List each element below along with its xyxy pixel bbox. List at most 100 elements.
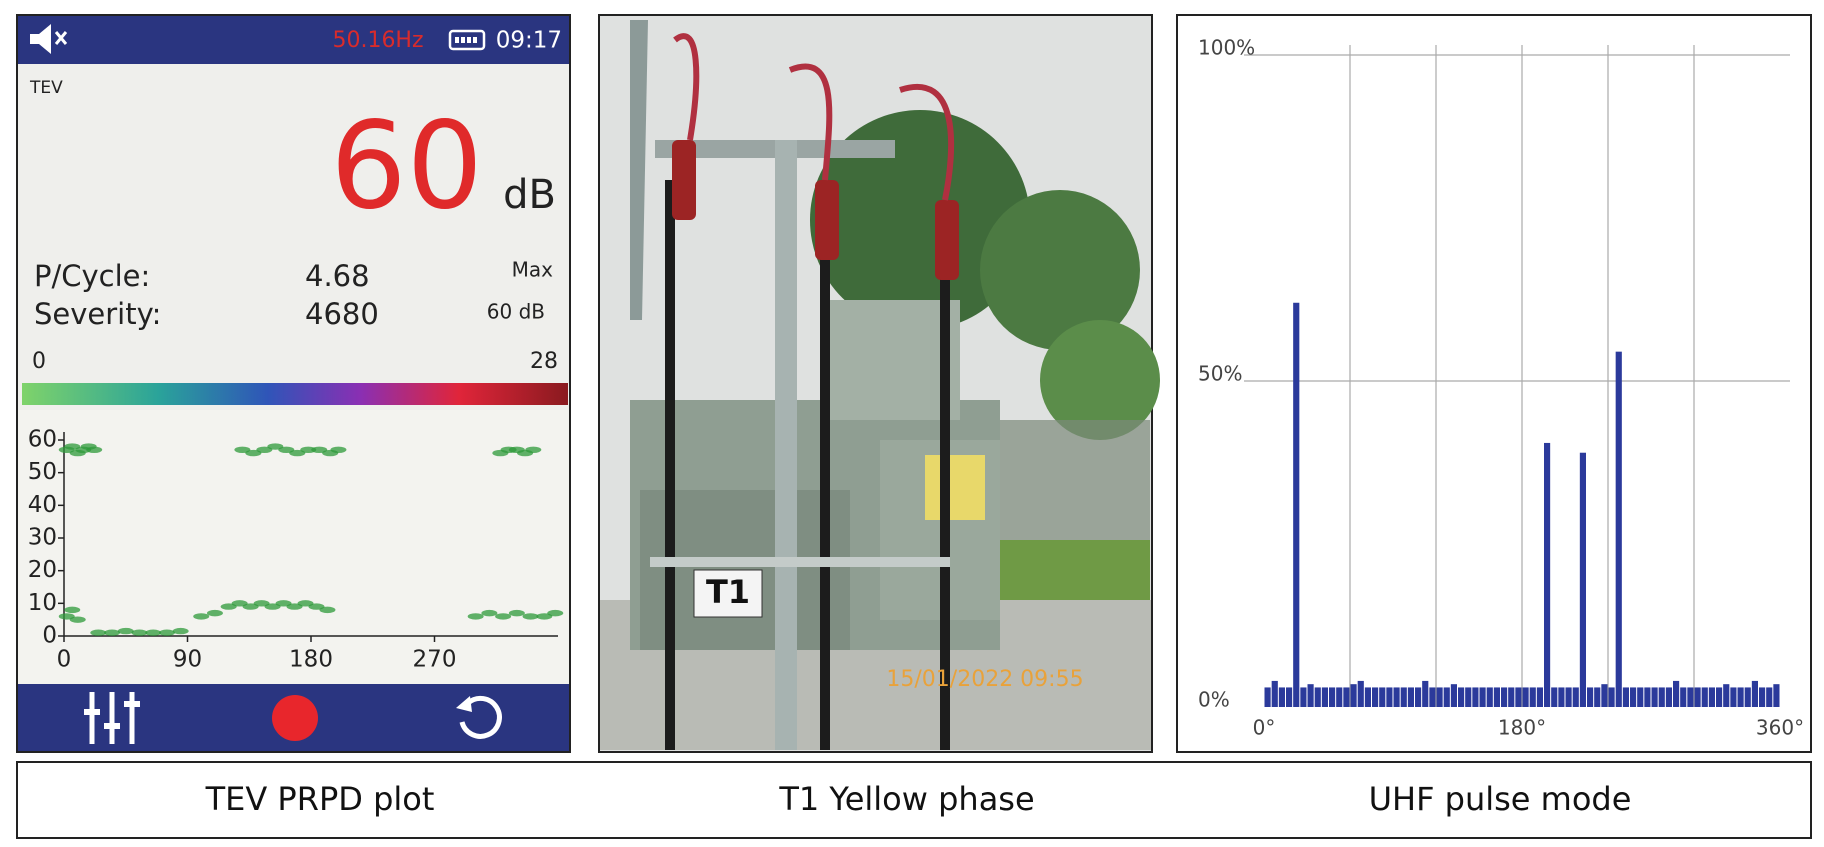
prpd-point	[104, 630, 120, 636]
prpd-point	[131, 630, 147, 636]
prpd-point	[64, 607, 80, 613]
uhf-frame	[1177, 15, 1811, 752]
prpd-point	[523, 613, 539, 619]
bar	[1523, 687, 1529, 707]
stat-label: Severity:	[34, 297, 161, 331]
bar	[1394, 687, 1400, 707]
bar	[1265, 687, 1271, 707]
bar	[1580, 453, 1586, 707]
x-tick-label: 180	[289, 647, 333, 673]
bar	[1401, 687, 1407, 707]
photo-timestamp: 15/01/2022 09:55	[886, 667, 1083, 692]
bar	[1709, 687, 1715, 707]
bar	[1759, 687, 1765, 707]
bar	[1343, 687, 1349, 707]
bar	[1365, 687, 1371, 707]
y-tick-label: 10	[28, 590, 57, 616]
box-window	[925, 455, 985, 520]
prpd-point	[173, 628, 189, 634]
max-value: 60 dB	[487, 300, 545, 324]
settings-button[interactable]	[84, 692, 140, 744]
bar	[1616, 352, 1622, 707]
bar	[1408, 687, 1414, 707]
bar	[1300, 687, 1306, 707]
reading-unit: dB	[503, 172, 556, 218]
y-tick-label: 60	[28, 427, 57, 453]
bar	[1637, 687, 1643, 707]
bar	[1444, 687, 1450, 707]
y-tick-label: 40	[28, 492, 57, 518]
y-tick-label: 0%	[1198, 688, 1230, 712]
bar	[1293, 303, 1299, 707]
reading-value: 60	[330, 98, 483, 237]
bar	[1279, 687, 1285, 707]
bar	[1609, 687, 1615, 707]
bar	[1501, 687, 1507, 707]
bar	[1673, 681, 1679, 707]
caption: T1 Yellow phase	[778, 780, 1034, 818]
bar	[1766, 687, 1772, 707]
bar	[1630, 687, 1636, 707]
mode-label: TEV	[29, 78, 63, 98]
bar	[1329, 687, 1335, 707]
bar	[1530, 687, 1536, 707]
bar	[1644, 687, 1650, 707]
bar	[1730, 687, 1736, 707]
prpd-point	[70, 616, 86, 622]
bar	[1716, 687, 1722, 707]
bar	[1515, 687, 1521, 707]
pole	[775, 140, 797, 750]
bar	[1465, 687, 1471, 707]
bar	[1695, 687, 1701, 707]
prpd-point	[159, 630, 175, 636]
bar	[1551, 687, 1557, 707]
bar	[1738, 687, 1744, 707]
caption: TEV PRPD plot	[205, 780, 435, 818]
bar	[1286, 687, 1292, 707]
y-tick-label: 30	[28, 525, 57, 551]
bar	[1773, 684, 1779, 707]
prpd-point	[319, 607, 335, 613]
bar	[1494, 687, 1500, 707]
bar	[1566, 687, 1572, 707]
y-tick-label: 50	[28, 459, 57, 485]
prpd-point	[193, 613, 209, 619]
device-panel: 50.16Hz 09:17 TEV 60 dB P/Cycle: 4.68 Se…	[17, 15, 570, 752]
bar	[1652, 687, 1658, 707]
bar	[1437, 687, 1443, 707]
frequency: 50.16Hz	[332, 28, 423, 53]
y-tick-label: 20	[28, 557, 57, 583]
color-scale	[22, 383, 568, 405]
prpd-point	[481, 610, 497, 616]
bar	[1480, 687, 1486, 707]
bar	[1415, 687, 1421, 707]
bar	[1702, 687, 1708, 707]
bar	[1558, 687, 1564, 707]
stat-value: 4.68	[305, 259, 370, 293]
bar	[1544, 443, 1550, 707]
bar	[1666, 687, 1672, 707]
bar	[1537, 687, 1543, 707]
rail	[650, 557, 950, 567]
scale-min: 0	[32, 349, 46, 374]
prpd-point	[495, 613, 511, 619]
x-tick-label: 270	[413, 647, 457, 673]
stat-value: 4680	[305, 297, 379, 331]
record-button[interactable]	[272, 695, 318, 741]
bar	[1587, 687, 1593, 707]
prpd-point	[330, 447, 346, 453]
clock: 09:17	[496, 28, 562, 54]
bar	[1322, 687, 1328, 707]
prpd-point	[509, 610, 525, 616]
prpd-point	[90, 630, 106, 636]
bar	[1351, 684, 1357, 707]
page: 50.16Hz 09:17 TEV 60 dB P/Cycle: 4.68 Se…	[0, 0, 1824, 847]
bar	[1429, 687, 1435, 707]
bar	[1594, 687, 1600, 707]
bar	[1472, 687, 1478, 707]
bar	[1358, 681, 1364, 707]
bar	[1308, 684, 1314, 707]
sign-text: T1	[706, 573, 750, 611]
x-tick-label: 90	[173, 647, 202, 673]
x-tick-label: 0	[57, 647, 72, 673]
